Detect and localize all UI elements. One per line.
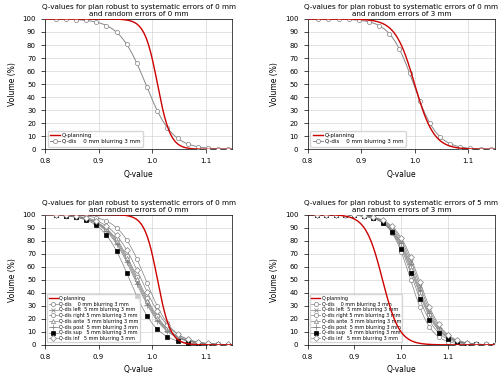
X-axis label: Q-value: Q-value [124,365,154,374]
X-axis label: Q-value: Q-value [124,170,154,179]
Title: Q-values for plan robust to systematic errors of 0 mm
and random errors of 0 mm: Q-values for plan robust to systematic e… [42,200,236,213]
Legend: Q-planning, Q-dis    0 mm blurring 3 mm: Q-planning, Q-dis 0 mm blurring 3 mm [310,131,406,147]
Y-axis label: Volume (%): Volume (%) [270,258,280,302]
Legend: Q-planning, Q-dis    0 mm blurring 3 mm, Q-dis left  5 mm blurring 3 mm, Q-dis r: Q-planning, Q-dis 0 mm blurring 3 mm, Q-… [310,294,402,343]
Legend: Q-planning, Q-dis    0 mm blurring 3 mm, Q-dis left  5 mm blurring 3 mm, Q-dis r: Q-planning, Q-dis 0 mm blurring 3 mm, Q-… [48,294,140,343]
X-axis label: Q-value: Q-value [386,170,416,179]
Y-axis label: Volume (%): Volume (%) [8,258,17,302]
Title: Q-values for plan robust to systematic errors of 5 mm
and random errors of 3 mm: Q-values for plan robust to systematic e… [304,200,498,213]
Title: Q-values for plan robust to systematic errors of 0 mm
and random errors of 0 mm: Q-values for plan robust to systematic e… [42,4,236,17]
Y-axis label: Volume (%): Volume (%) [8,62,17,106]
Title: Q-values for plan robust to systematic errors of 0 mm
and random errors of 3 mm: Q-values for plan robust to systematic e… [304,4,498,17]
X-axis label: Q-value: Q-value [386,365,416,374]
Y-axis label: Volume (%): Volume (%) [270,62,280,106]
Legend: Q-planning, Q-dis    0 mm blurring 3 mm: Q-planning, Q-dis 0 mm blurring 3 mm [48,131,143,147]
